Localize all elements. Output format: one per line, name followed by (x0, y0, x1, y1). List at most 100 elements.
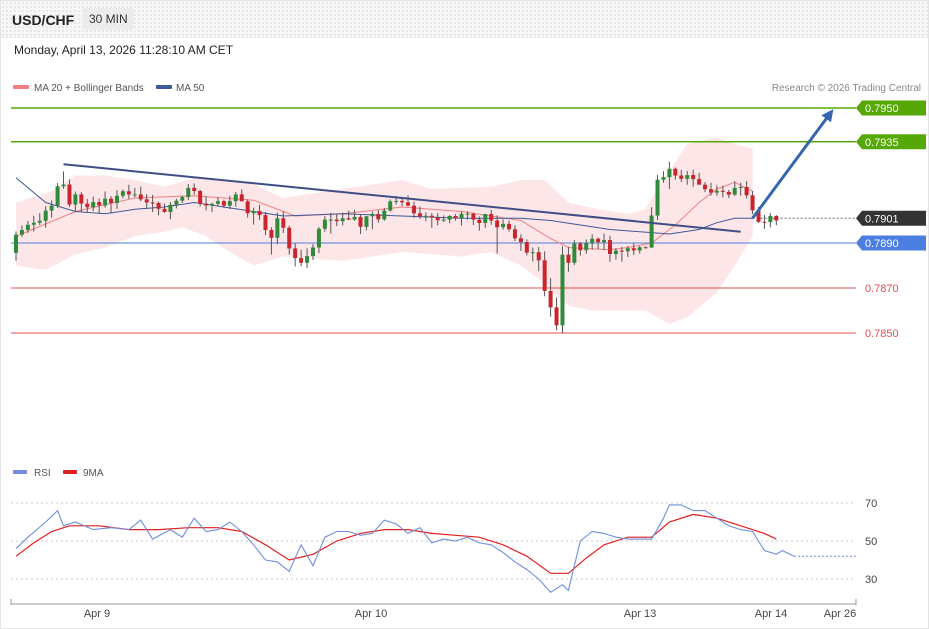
candle (566, 246, 571, 272)
candle-body (596, 238, 601, 243)
candle (429, 213, 434, 228)
candle (31, 215, 36, 232)
candle (144, 194, 149, 210)
candle (251, 207, 256, 225)
rsi-legend: RSI 9MA (13, 468, 104, 479)
candle-body (305, 256, 310, 263)
candle (97, 198, 102, 214)
candle-body (311, 247, 315, 257)
candle (423, 212, 428, 222)
candle (14, 231, 18, 261)
candle (477, 216, 482, 231)
candle (572, 240, 577, 266)
candle-body (536, 252, 541, 261)
candle-body (643, 247, 648, 249)
candle (346, 210, 351, 221)
candle-body (281, 218, 286, 228)
candle (661, 171, 666, 183)
candle (608, 235, 612, 262)
candle-body (293, 248, 298, 259)
candle (762, 214, 767, 229)
candle-body (73, 194, 78, 205)
candle (156, 201, 161, 216)
candle (174, 198, 179, 209)
timeframe-button[interactable]: 30 MIN (83, 8, 134, 30)
candle (631, 243, 636, 255)
candle-body (382, 210, 387, 220)
candle (227, 195, 232, 210)
candle-body (637, 247, 642, 251)
candle-body (661, 177, 666, 180)
candle-body (394, 200, 399, 202)
candle (328, 212, 333, 234)
candle (441, 215, 446, 223)
candle-body (352, 216, 357, 220)
candle-body (685, 175, 690, 179)
candle (293, 243, 298, 267)
candle-body (245, 201, 250, 214)
candle-body (501, 223, 506, 228)
x-tick-apr-10: Apr 10 (355, 608, 387, 620)
candle (364, 216, 369, 231)
candle (109, 196, 114, 214)
candle-body (720, 190, 725, 192)
candle (406, 195, 411, 207)
candle-body (156, 202, 161, 209)
candle-body (91, 202, 96, 208)
ma20-legend-label: MA 20 + Bollinger Bands (34, 83, 144, 94)
candle-body (198, 191, 203, 204)
candle-body (423, 215, 428, 217)
candle (637, 245, 642, 254)
rsi-tick-label-30: 30 (865, 574, 877, 586)
candle-body (679, 175, 684, 179)
candle (376, 210, 381, 223)
candle-body (263, 215, 268, 230)
rsi-legend-label: RSI (34, 468, 51, 479)
candle (774, 215, 779, 226)
candle (43, 206, 48, 228)
candle-body (708, 189, 713, 193)
candle-body (109, 198, 114, 203)
rsi-tick-label-50: 50 (865, 536, 877, 548)
chart-canvas[interactable]: MA 20 + Bollinger Bands MA 50 Research ©… (1, 38, 928, 628)
candle-body (346, 218, 351, 220)
price-level-label-0.7850: 0.7850 (865, 328, 899, 340)
candle-body (703, 184, 708, 190)
candle (37, 213, 42, 225)
ma50-legend-label: MA 50 (176, 83, 205, 94)
candle-body (180, 197, 185, 201)
candle (655, 175, 660, 221)
candle-body (210, 203, 215, 206)
candle-body (578, 243, 583, 251)
candle-body (566, 254, 571, 263)
bollinger-band-area (16, 137, 753, 324)
candle (198, 189, 203, 207)
candle (388, 199, 393, 212)
candle-body (55, 186, 60, 206)
candle-body (257, 211, 262, 216)
candle (673, 167, 678, 180)
candle-body (518, 238, 523, 243)
candle (613, 248, 618, 260)
candle (685, 171, 690, 185)
x-tick-apr-14: Apr 14 (755, 608, 787, 620)
candle (602, 233, 607, 251)
candle (150, 194, 155, 212)
candle (619, 246, 624, 262)
candle-body (584, 243, 589, 251)
rsi-ma-line (15, 513, 777, 574)
candle-body (19, 229, 24, 235)
candle-body (316, 228, 321, 248)
ma20-legend-swatch (13, 85, 29, 89)
candle-body (548, 290, 553, 308)
candle (180, 195, 185, 203)
candle-body (655, 179, 660, 216)
candle (578, 241, 583, 256)
candle (590, 234, 595, 250)
candle (453, 213, 458, 221)
rsi-panel: 70 50 30 (11, 498, 877, 594)
candle (714, 185, 719, 196)
candle-body (239, 194, 244, 202)
candle (186, 184, 191, 201)
candle (204, 196, 209, 211)
